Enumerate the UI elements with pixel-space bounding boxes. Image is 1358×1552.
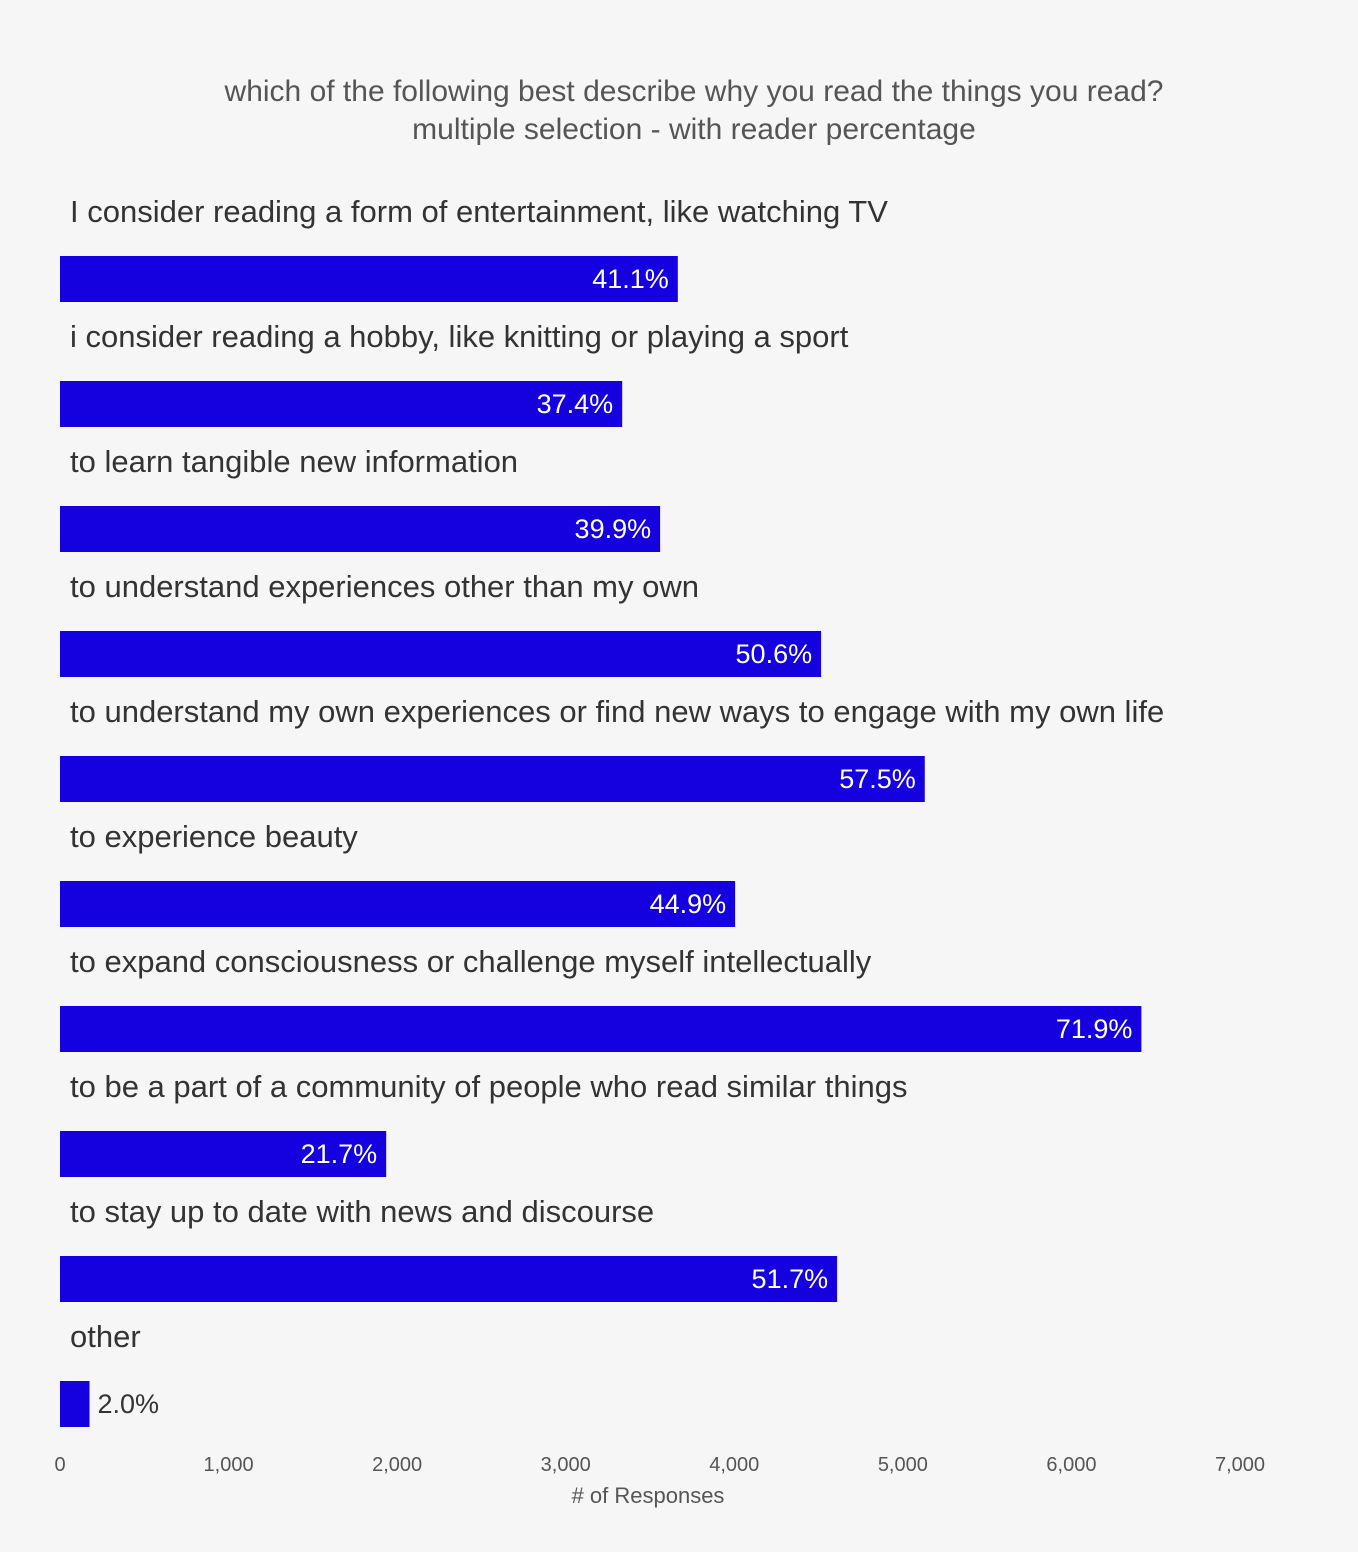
x-axis-title: # of Responses (572, 1483, 725, 1508)
data-label: 50.6% (736, 639, 813, 669)
category-label: to learn tangible new information (70, 444, 518, 479)
bar (60, 381, 623, 427)
category-label: other (70, 1319, 141, 1354)
x-tick-label: 6,000 (1046, 1454, 1096, 1476)
x-tick-label: 1,000 (204, 1454, 254, 1476)
data-label: 37.4% (537, 389, 614, 419)
bar (60, 631, 822, 677)
data-label: 71.9% (1056, 1014, 1133, 1044)
category-label: to stay up to date with news and discour… (70, 1194, 654, 1229)
bar (60, 1256, 838, 1302)
data-label: 57.5% (839, 764, 916, 794)
data-label: 39.9% (575, 514, 652, 544)
x-tick-label: 7,000 (1215, 1454, 1265, 1476)
data-label: 21.7% (301, 1139, 378, 1169)
bar (60, 881, 736, 927)
x-tick-label: 3,000 (541, 1454, 591, 1476)
bar (60, 256, 678, 302)
x-tick-label: 0 (54, 1454, 65, 1476)
data-label: 44.9% (650, 889, 727, 919)
bar (60, 1381, 90, 1427)
data-label: 41.1% (592, 264, 669, 294)
bar (60, 756, 925, 802)
x-tick-label: 4,000 (709, 1454, 759, 1476)
x-tick-label: 2,000 (372, 1454, 422, 1476)
bar (60, 506, 661, 552)
category-label: to understand my own experiences or find… (70, 694, 1164, 729)
chart-subtitle: multiple selection - with reader percent… (412, 113, 976, 146)
category-label: I consider reading a form of entertainme… (70, 194, 888, 229)
data-label: 51.7% (752, 1264, 829, 1294)
category-label: to understand experiences other than my … (70, 569, 699, 604)
bar (60, 1006, 1142, 1052)
category-label: to experience beauty (70, 819, 358, 854)
data-label: 2.0% (98, 1389, 160, 1419)
category-label: to expand consciousness or challenge mys… (70, 944, 872, 979)
x-tick-label: 5,000 (878, 1454, 928, 1476)
bar (60, 1131, 387, 1177)
category-label: i consider reading a hobby, like knittin… (70, 319, 849, 354)
chart-title: which of the following best describe why… (224, 75, 1164, 108)
category-label: to be a part of a community of people wh… (70, 1069, 907, 1104)
